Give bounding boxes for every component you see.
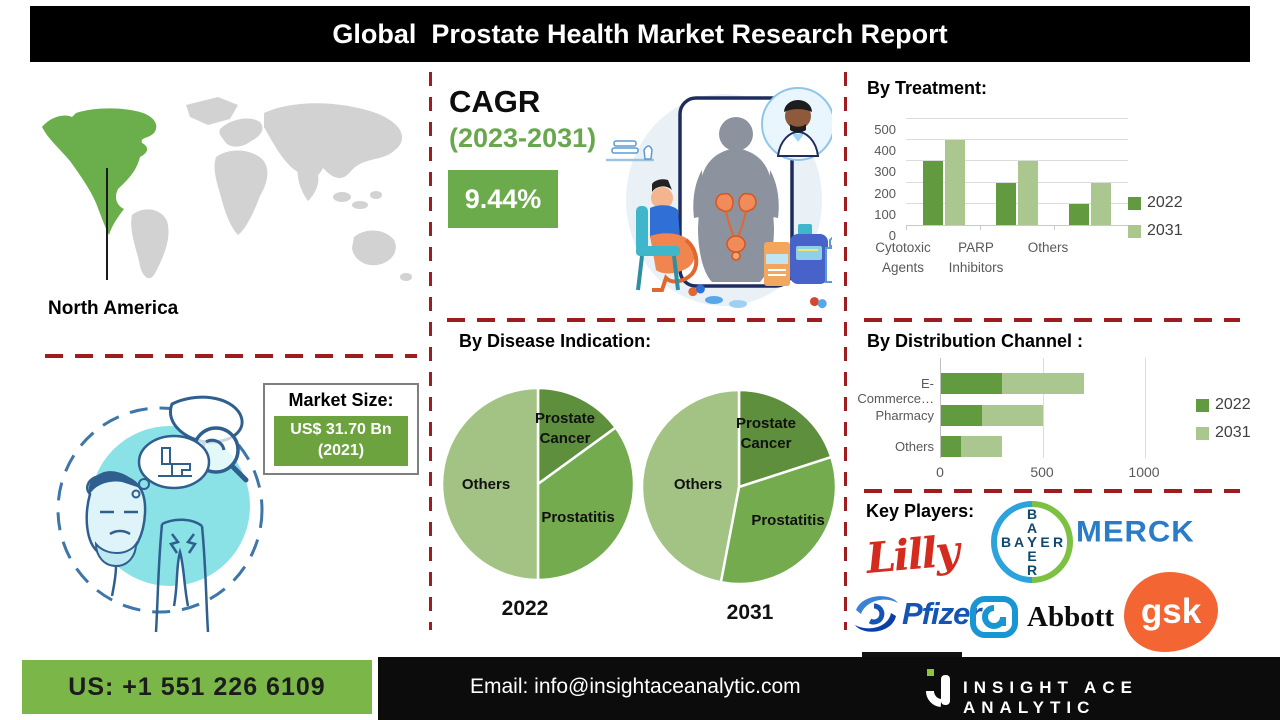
legend-2031: 2031 — [1128, 222, 1183, 240]
legend-2022: 2022 — [1196, 396, 1251, 414]
pie1-label-prostatitis: Prostatitis — [541, 509, 615, 526]
footer-bar: Email: info@insightaceanalytic.com INSIG… — [378, 657, 1280, 720]
treatment-y-axis-labels: 0 100 200 300 400 500 — [874, 122, 896, 243]
horizontal-divider — [447, 318, 822, 322]
market-size-value: US$ 31.70 Bn (2021) — [274, 416, 408, 466]
legend-2031: 2031 — [1196, 424, 1251, 442]
brand-name: INSIGHT ACE ANALYTIC — [963, 678, 1138, 717]
pie1-label-others: Others — [461, 476, 511, 493]
hbar-2031-1 — [981, 405, 1043, 426]
hbar-2031-2 — [961, 436, 1003, 457]
pie2-label-prostate-cancer: Prostate Cancer — [735, 415, 797, 453]
telehealth-illustration — [606, 87, 832, 309]
map-region-north-america — [42, 108, 157, 235]
cagr-period: (2023-2031) — [449, 123, 597, 153]
abbott-symbol-icon — [970, 596, 1018, 638]
svg-text:E: E — [1027, 548, 1036, 564]
region-label: North America — [48, 298, 179, 319]
insight-ace-logo-icon — [926, 669, 950, 707]
bar-2022-1 — [996, 182, 1016, 225]
world-map — [42, 97, 412, 281]
hbar-2022-2 — [941, 436, 962, 457]
svg-text:B: B — [1001, 534, 1011, 550]
svg-text:B: B — [1027, 506, 1037, 522]
report-title-banner: Global Prostate Health Market Research R… — [30, 6, 1250, 62]
legend-swatch-2031 — [1196, 426, 1209, 440]
treatment-plot-area — [906, 118, 1129, 230]
treatment-bar-chart: 0 100 200 300 400 500 Cytotoxic Agents PARP I… — [858, 110, 1188, 280]
pfizer-logo: Pfizer — [850, 588, 981, 640]
lilly-logo: Lilly — [864, 526, 960, 583]
svg-text:E: E — [1040, 534, 1049, 550]
market-size-card: Market Size: US$ 31.70 Bn (2021) — [263, 383, 419, 475]
cagr-heading: CAGR — [449, 84, 541, 119]
horizontal-divider — [864, 318, 1240, 322]
pie1-year-caption: 2022 — [501, 597, 549, 620]
legend-2022: 2022 — [1128, 194, 1183, 212]
pie-slice-prostatitis — [719, 455, 838, 586]
section-title-treatment: By Treatment: — [867, 78, 988, 98]
legend-swatch-2022 — [1196, 398, 1209, 412]
vertical-divider — [844, 72, 847, 630]
horizontal-divider — [45, 354, 417, 358]
cagr-value-badge: 9.44% — [448, 170, 558, 228]
svg-text:Y: Y — [1027, 534, 1037, 551]
bar-2022-2 — [1069, 203, 1089, 225]
page-title: Global Prostate Health Market Research R… — [332, 18, 948, 49]
logo-crop-strip — [862, 652, 962, 660]
section-title-distribution: By Distribution Channel : — [867, 331, 1083, 351]
disease-pie-2031 — [640, 388, 838, 586]
hbar-2022-0 — [941, 373, 1003, 394]
pie-slice-prostate-cancer — [737, 388, 833, 489]
pie-slice-prostatitis — [536, 426, 636, 582]
merck-logo: MERCK — [1076, 514, 1195, 549]
phone-number: US: +1 551 226 6109 — [68, 672, 326, 701]
market-size-label: Market Size: — [288, 390, 394, 410]
distribution-bar-chart: E-Commerce… Pharmacy Others 0 500 1000 202… — [852, 358, 1252, 493]
bar-2031-2 — [1091, 182, 1111, 225]
pie-slice-others — [440, 386, 540, 582]
svg-text:R: R — [1027, 562, 1037, 578]
pfizer-swoosh-icon — [855, 596, 898, 632]
pie-slice-others — [640, 388, 741, 584]
legend-swatch-2031 — [1128, 224, 1141, 238]
gsk-logo: gsk — [1124, 572, 1218, 652]
distribution-plot-area — [940, 358, 1190, 458]
pie2-label-others: Others — [673, 476, 723, 493]
vertical-divider — [429, 72, 432, 630]
abbott-logo: Abbott — [970, 596, 1114, 638]
bar-2031-1 — [1018, 161, 1038, 225]
section-title-disease: By Disease Indication: — [459, 331, 652, 351]
svg-text:A: A — [1027, 520, 1037, 536]
pie-slice-prostate-cancer — [536, 386, 617, 486]
legend-swatch-2022 — [1128, 196, 1141, 210]
pie1-label-prostate-cancer: Prostate Cancer — [534, 410, 596, 448]
map-pointer-line — [106, 168, 108, 280]
svg-text:A: A — [1014, 534, 1024, 550]
pie2-year-caption: 2031 — [726, 601, 774, 624]
svg-text:R: R — [1053, 534, 1063, 550]
hbar-2031-0 — [1002, 373, 1084, 394]
bar-2031-0 — [945, 140, 965, 225]
disease-pie-2022 — [440, 386, 636, 582]
prostate-problem-illustration — [56, 395, 264, 633]
email-address: Email: info@insightaceanalytic.com — [470, 675, 801, 698]
section-title-key-players: Key Players: — [866, 501, 975, 521]
pie2-label-prostatitis: Prostatitis — [751, 512, 825, 529]
bar-2022-0 — [923, 161, 943, 225]
horizontal-divider — [864, 489, 1240, 493]
footer-phone-box: US: +1 551 226 6109 — [22, 660, 372, 714]
hbar-2022-1 — [941, 405, 982, 426]
